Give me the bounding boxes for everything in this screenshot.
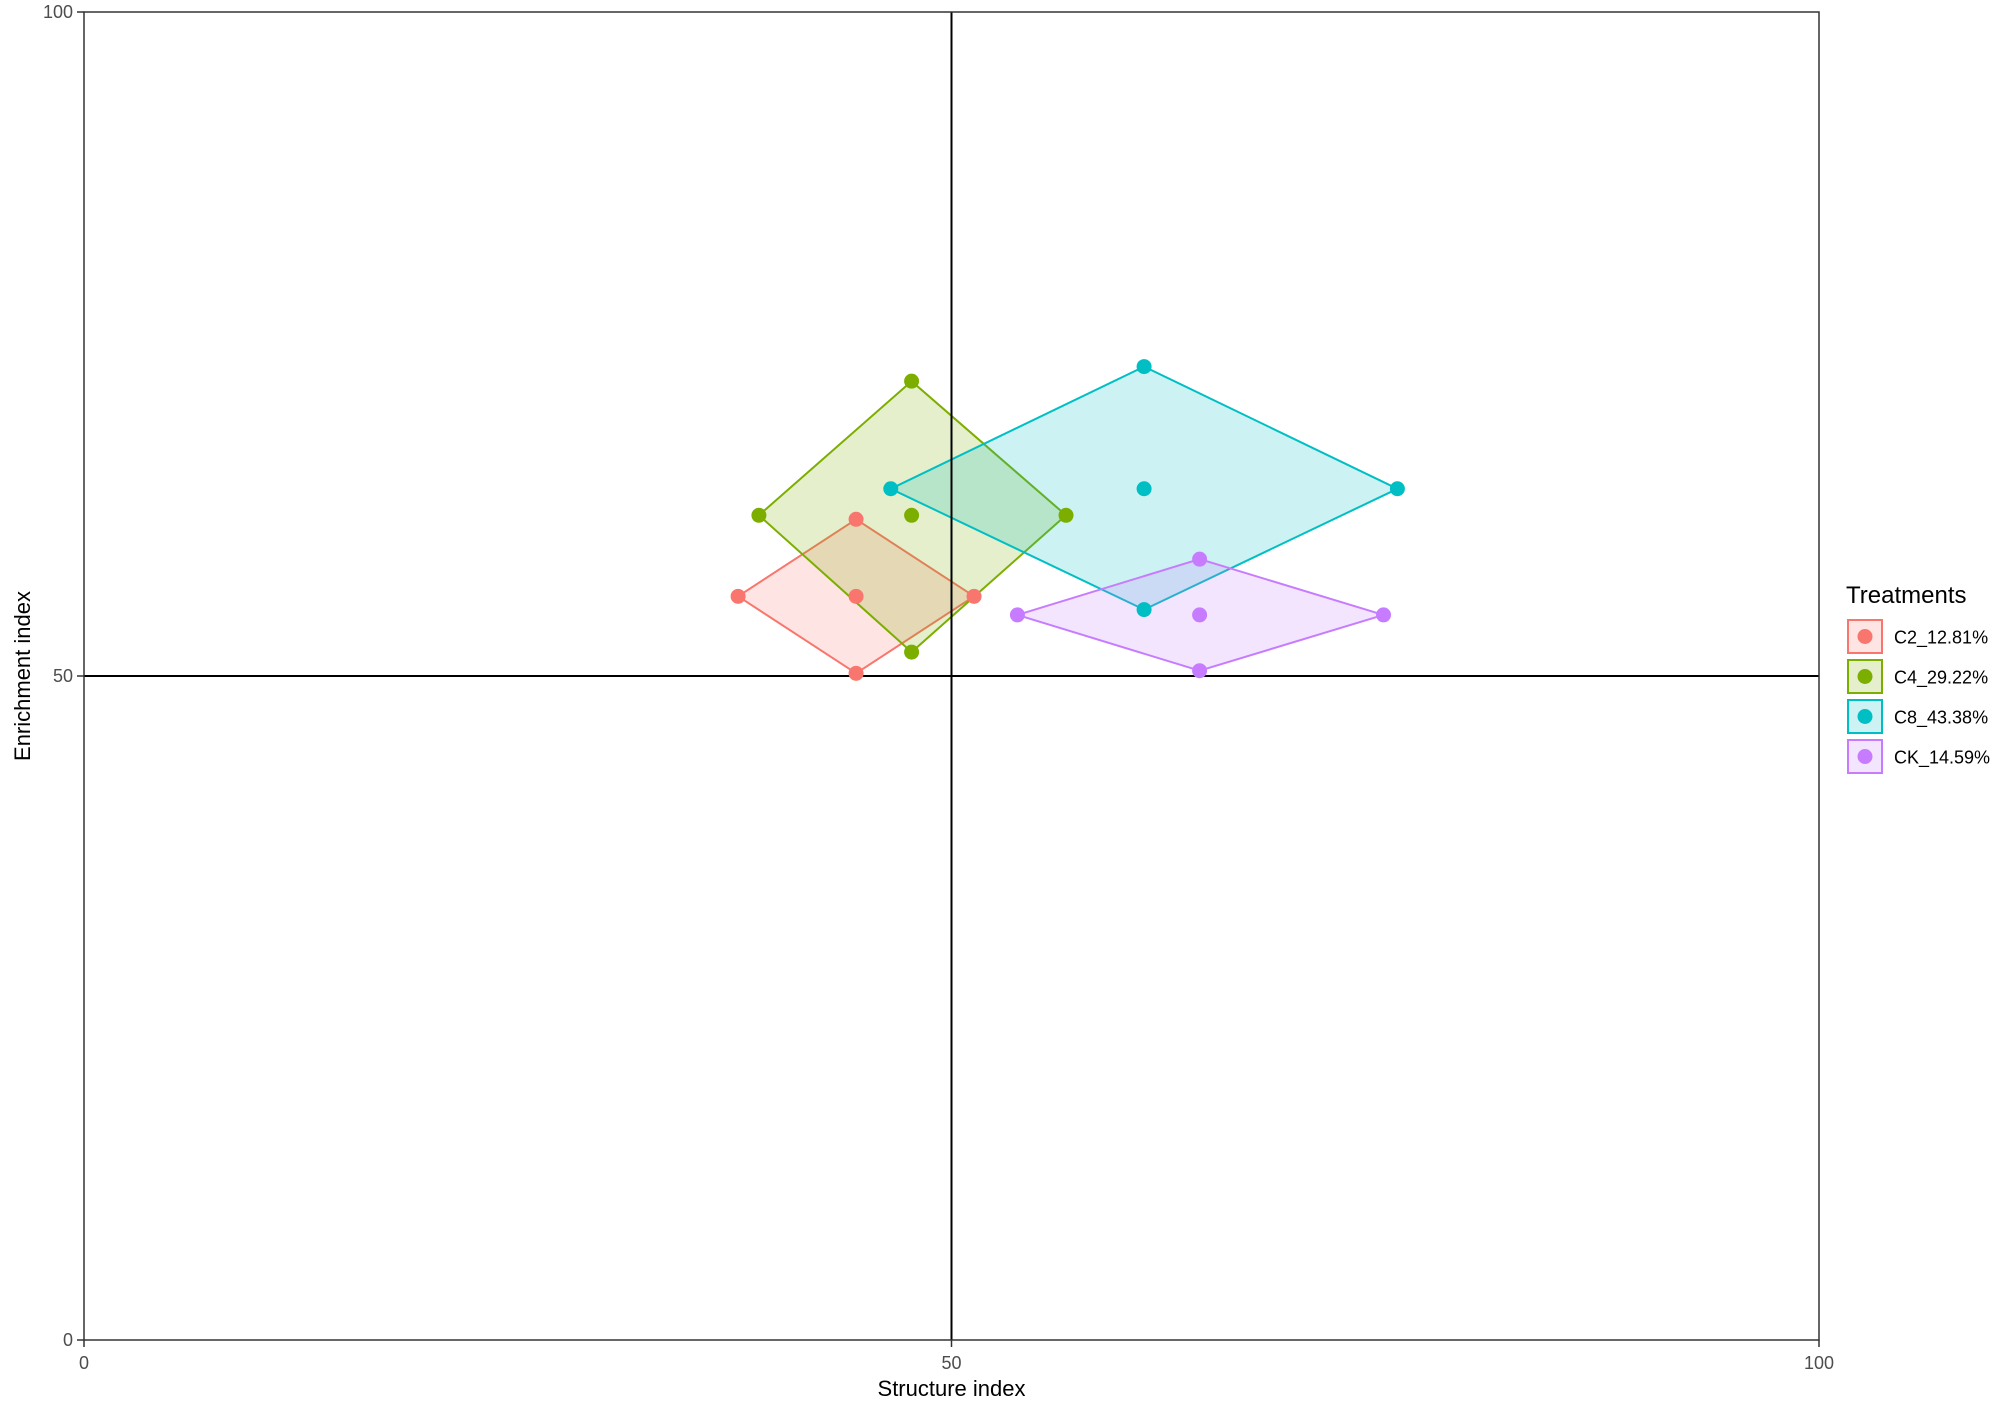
axis-layer: 0 50 100 0 50 100 [43,2,1834,1373]
data-point-1-2 [848,511,864,527]
legend-label-2: C4_29.22% [1894,668,1988,689]
y-tick-label-2: 50 [53,666,73,686]
legend: Treatments C2_12.81% C4_29.22% C8_43.38% CK… [1846,582,1990,774]
y-axis-title: Enrichment index [10,591,35,761]
x-tick-label-1: 0 [79,1353,89,1373]
data-point-2-1 [751,507,767,523]
data-point-4-1 [1009,607,1025,623]
legend-marker-2 [1857,669,1873,684]
data-point-3-4 [1136,602,1152,618]
legend-label-3: C8_43.38% [1894,708,1988,729]
data-point-4-4 [1192,663,1208,679]
legend-title: Treatments [1846,582,1966,609]
legend-marker-4 [1857,749,1873,764]
data-point-2-3 [904,507,920,523]
data-point-2-4 [904,644,920,660]
legend-label-1: C2_12.81% [1894,628,1988,649]
data-point-4-2 [1192,551,1208,567]
legend-marker-3 [1857,709,1873,724]
data-point-1-4 [848,665,864,681]
legend-items: C2_12.81% C4_29.22% C8_43.38% CK_14.59% [1847,619,1990,774]
legend-marker-1 [1857,629,1873,644]
data-point-4-5 [1376,607,1392,623]
data-point-3-5 [1389,481,1405,497]
data-point-3-3 [1136,481,1152,497]
data-point-2-2 [904,373,920,389]
data-point-4-3 [1192,607,1208,623]
y-tick-label-1: 0 [63,1330,73,1350]
data-point-1-5 [966,588,982,604]
data-point-3-2 [1136,359,1152,375]
data-point-1-1 [730,588,746,604]
x-tick-label-3: 100 [1804,1353,1834,1373]
reference-lines [84,12,1819,1340]
x-axis-title: Structure index [878,1376,1026,1401]
y-tick-label-3: 100 [43,2,73,22]
legend-label-4: CK_14.59% [1894,748,1990,769]
data-point-2-5 [1058,507,1074,523]
data-point-3-1 [883,481,899,497]
x-tick-label-2: 50 [941,1353,961,1373]
data-point-1-3 [848,588,864,604]
point-layer [730,359,1405,681]
